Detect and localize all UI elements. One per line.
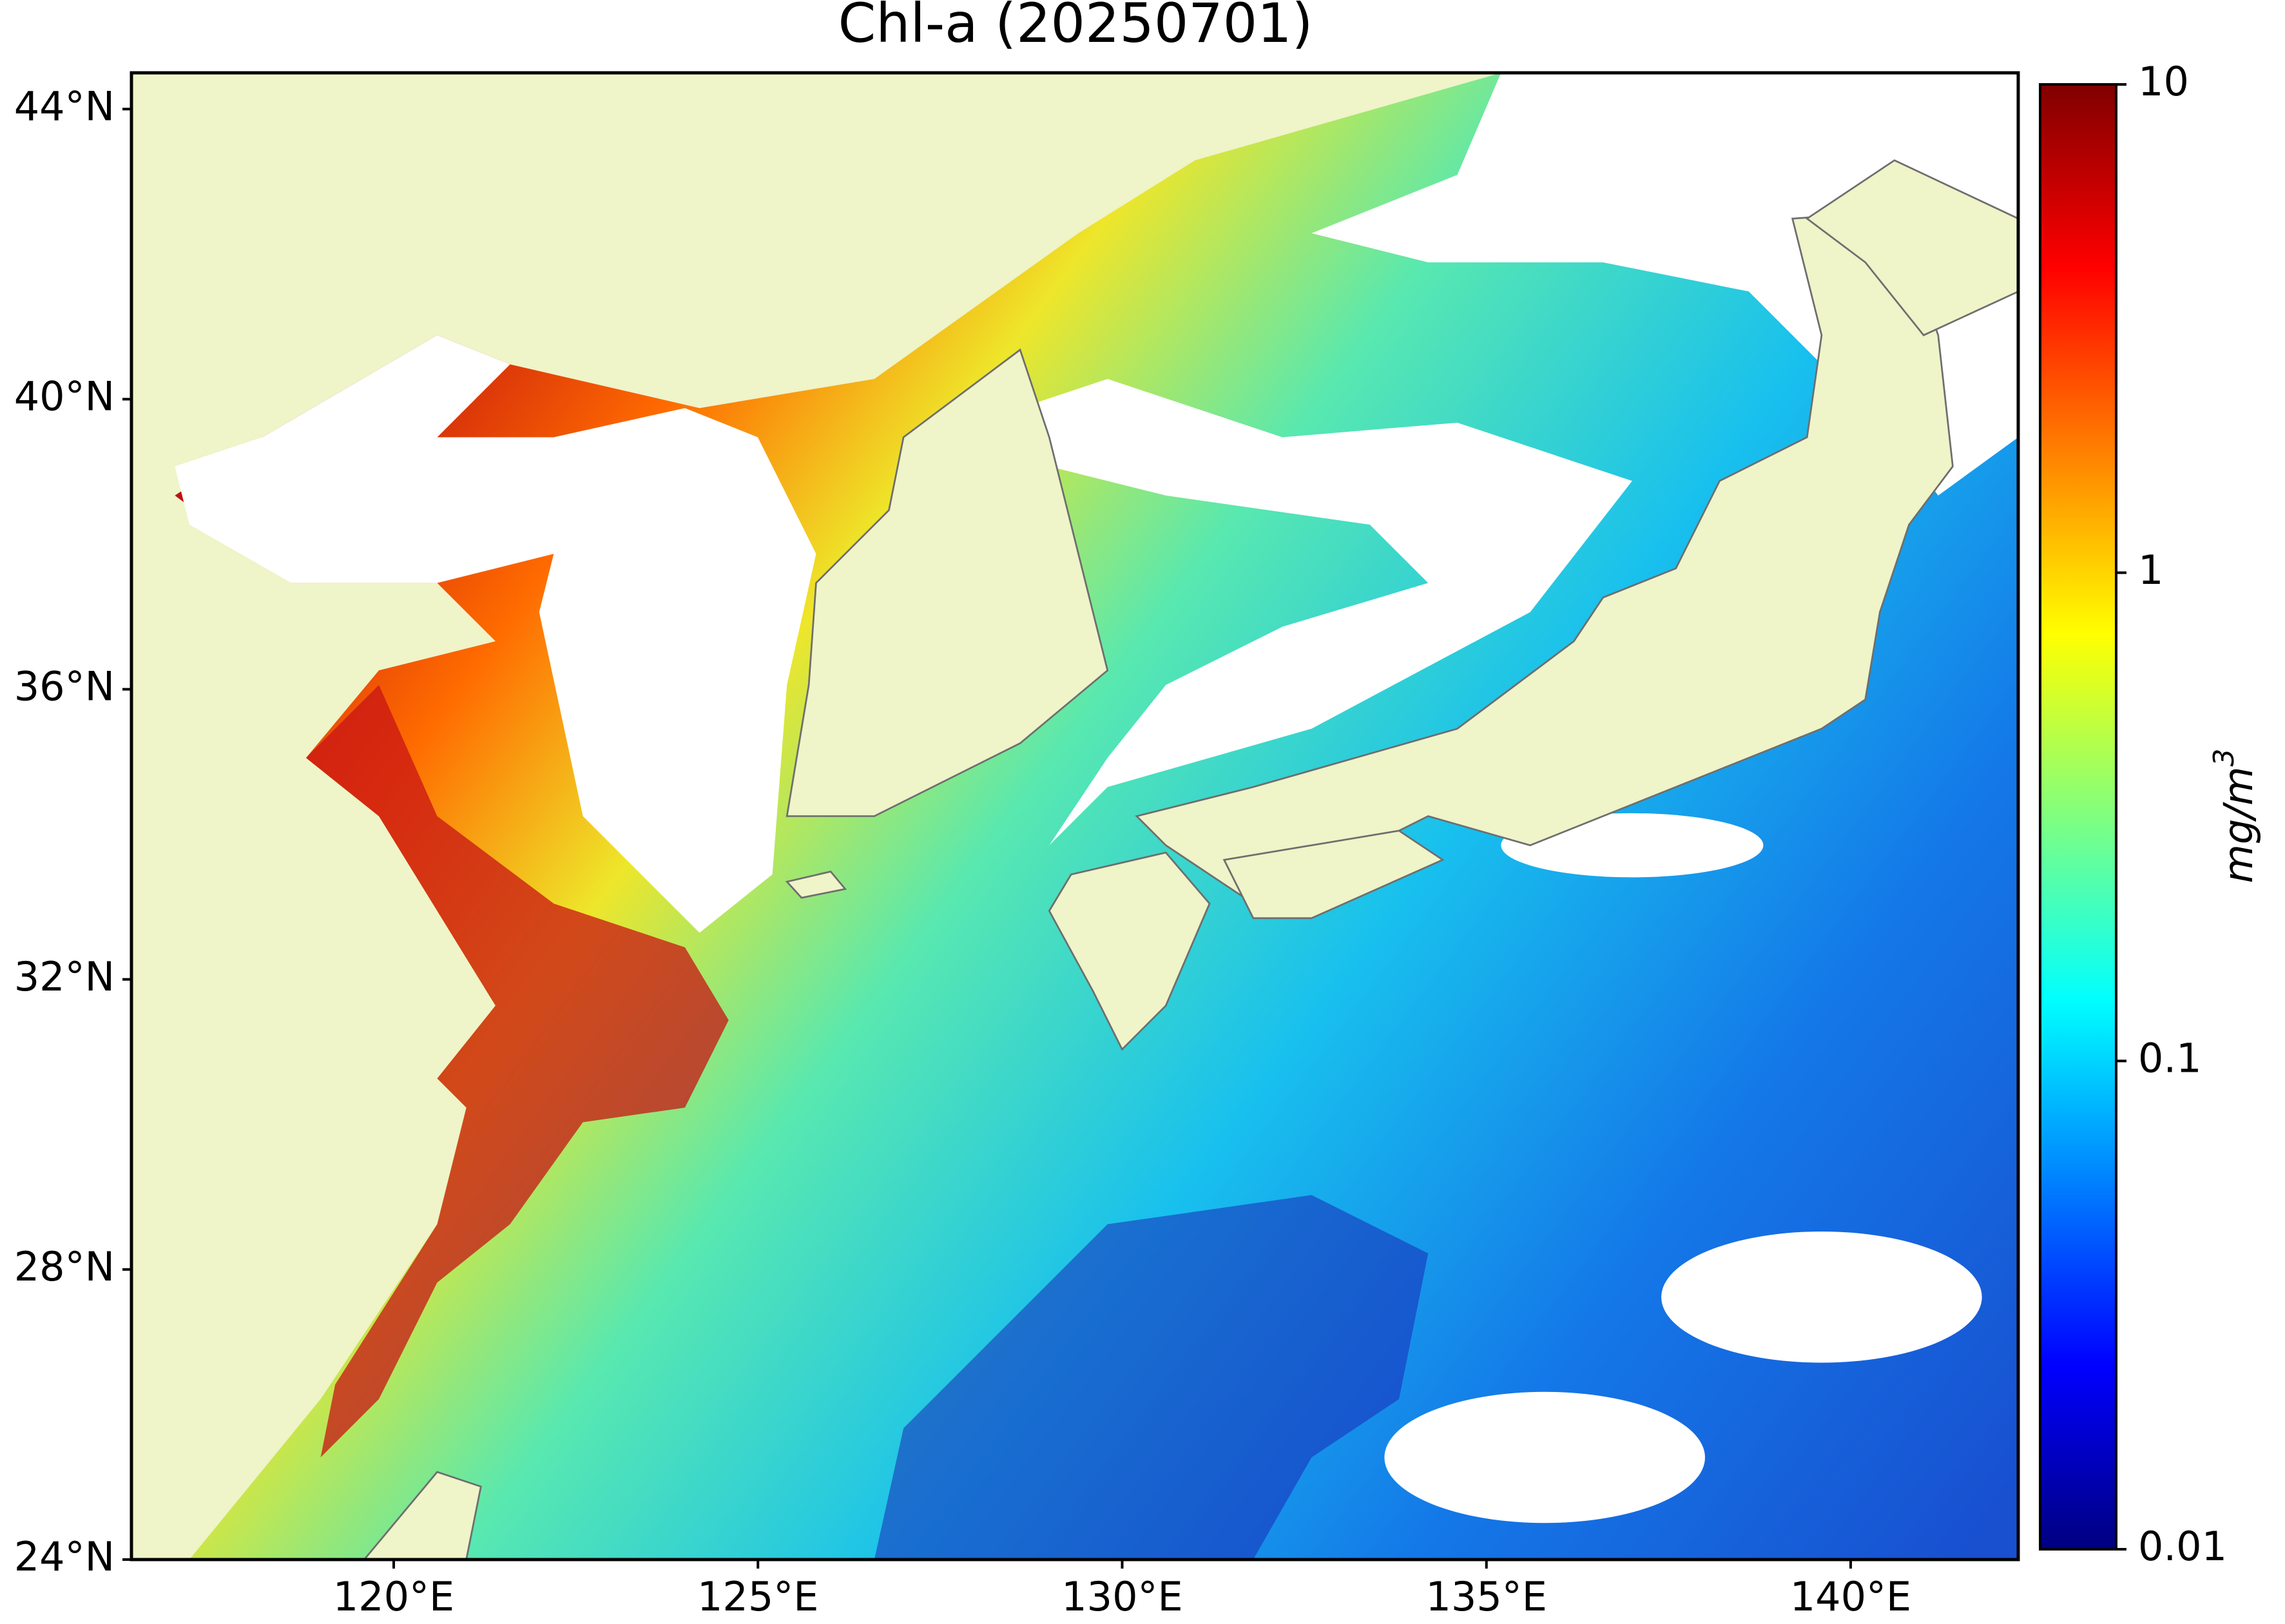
- colorbar-label: mg/m3: [2208, 748, 2262, 883]
- cloud: [1311, 73, 2018, 496]
- colorbar-unit-superscript: 3: [2208, 748, 2241, 766]
- y-tick-label: 44°N: [14, 82, 115, 130]
- cloud: [175, 335, 816, 933]
- colorbar-tick-label: 0.01: [2138, 1523, 2227, 1570]
- colorbar: [2039, 83, 2117, 1551]
- map-layers: [175, 73, 2018, 1560]
- cloud: [1384, 1391, 1705, 1523]
- colorbar-tick-label: 0.1: [2138, 1034, 2202, 1081]
- cloud: [932, 378, 1632, 846]
- y-tick-label: 32°N: [14, 953, 115, 1000]
- y-tick-label: 36°N: [14, 663, 115, 710]
- x-tick-label: 125°E: [697, 1573, 819, 1620]
- x-tick-label: 140°E: [1790, 1573, 1912, 1620]
- sea-dark-blue: [874, 1195, 1429, 1560]
- y-tick-label: 40°N: [14, 373, 115, 420]
- jeju: [785, 870, 847, 899]
- x-tick-label: 120°E: [333, 1573, 455, 1620]
- x-tick-label: 135°E: [1425, 1573, 1547, 1620]
- colorbar-tick-label: 1: [2138, 546, 2163, 594]
- colorbar-unit: mg/m: [2215, 766, 2262, 883]
- map-frame: [130, 71, 2020, 1561]
- y-tick-label: 28°N: [14, 1243, 115, 1290]
- hokkaido: [1805, 159, 2018, 336]
- y-tick-label: 24°N: [14, 1533, 115, 1580]
- korea: [786, 348, 1109, 817]
- cloud: [1661, 1231, 1982, 1363]
- shikoku: [1222, 829, 1445, 920]
- x-tick-label: 130°E: [1061, 1573, 1183, 1620]
- title: Chl-a (20250701): [838, 0, 1313, 55]
- kyushu: [1048, 851, 1211, 1051]
- colorbar-tick-label: 10: [2138, 58, 2189, 105]
- sea-red-plume: [305, 684, 729, 1458]
